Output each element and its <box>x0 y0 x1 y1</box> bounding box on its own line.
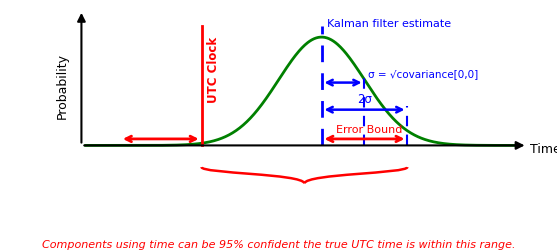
Text: Probability: Probability <box>56 53 69 119</box>
Text: Components using time can be 95% confident the true UTC time is within this rang: Components using time can be 95% confide… <box>42 240 515 250</box>
Text: UTC Clock: UTC Clock <box>207 36 219 103</box>
Text: Error Bound: Error Bound <box>335 124 402 134</box>
Text: Kalman filter estimate: Kalman filter estimate <box>327 19 451 29</box>
Text: σ = √covariance[0,0]: σ = √covariance[0,0] <box>368 69 478 79</box>
Text: Time: Time <box>530 143 557 156</box>
Text: 2σ: 2σ <box>357 94 372 106</box>
